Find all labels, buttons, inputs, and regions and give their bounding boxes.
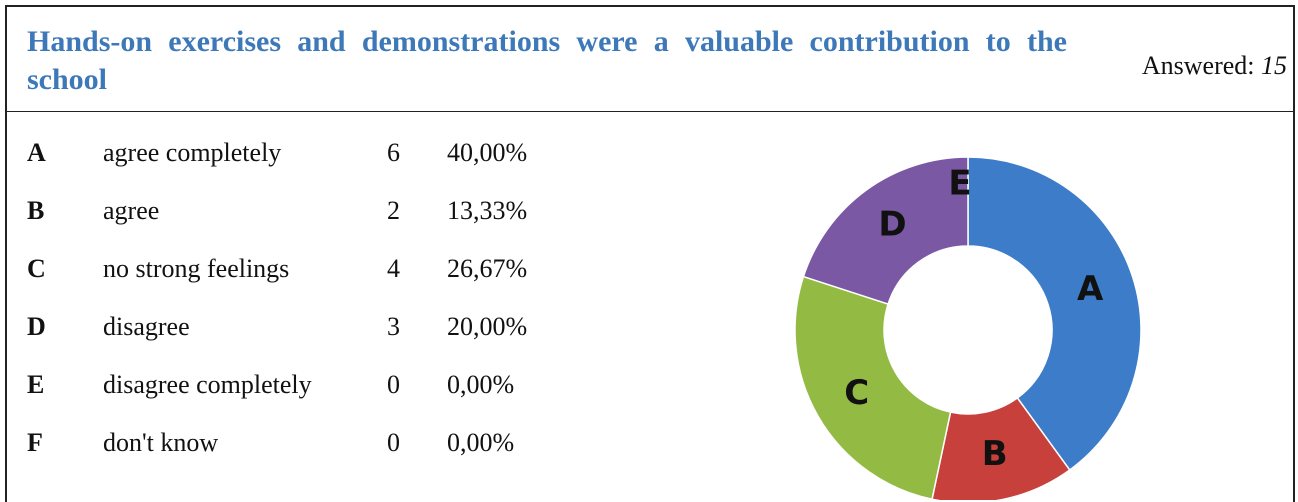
answered-label: Answered: <box>1141 51 1255 80</box>
segment-label: D <box>878 205 906 245</box>
option-percent: 13,33% <box>447 196 528 225</box>
header: Hands-on exercises and demonstrations we… <box>7 7 1293 112</box>
option-count: 4 <box>387 254 400 283</box>
option-label: no strong feelings <box>103 254 290 283</box>
option-count: 6 <box>387 138 400 167</box>
option-count: 3 <box>387 312 400 341</box>
answered-count: 15 <box>1261 51 1287 80</box>
question-title: Hands-on exercises and demonstrations we… <box>27 25 1067 96</box>
option-letter: F <box>27 428 43 457</box>
option-letter: E <box>27 370 45 399</box>
option-percent: 40,00% <box>447 138 528 167</box>
option-percent: 20,00% <box>447 312 528 341</box>
option-label: don't know <box>103 428 219 457</box>
option-letter: C <box>27 254 46 283</box>
option-letter: B <box>27 196 45 225</box>
option-label: agree completely <box>103 138 282 167</box>
survey-box: Hands-on exercises and demonstrations we… <box>5 5 1295 502</box>
option-label: disagree completely <box>103 370 312 399</box>
option-percent: 0,00% <box>447 428 515 457</box>
donut-segment <box>794 275 952 500</box>
option-letter: D <box>27 312 46 341</box>
answered: Answered: 15 <box>1142 51 1287 81</box>
option-percent: 0,00% <box>447 370 515 399</box>
option-percent: 26,67% <box>447 254 528 283</box>
segment-label: E <box>948 164 971 204</box>
option-letter: A <box>27 138 46 167</box>
donut-segment <box>967 156 1142 472</box>
segment-label: C <box>844 373 869 413</box>
option-count: 0 <box>387 428 400 457</box>
segment-label: B <box>982 434 1008 474</box>
option-label: disagree <box>103 312 190 341</box>
donut-segment <box>802 156 969 305</box>
segment-label: A <box>1077 269 1104 309</box>
option-count: 0 <box>387 370 400 399</box>
option-count: 2 <box>387 196 400 225</box>
option-label: agree <box>103 196 160 225</box>
